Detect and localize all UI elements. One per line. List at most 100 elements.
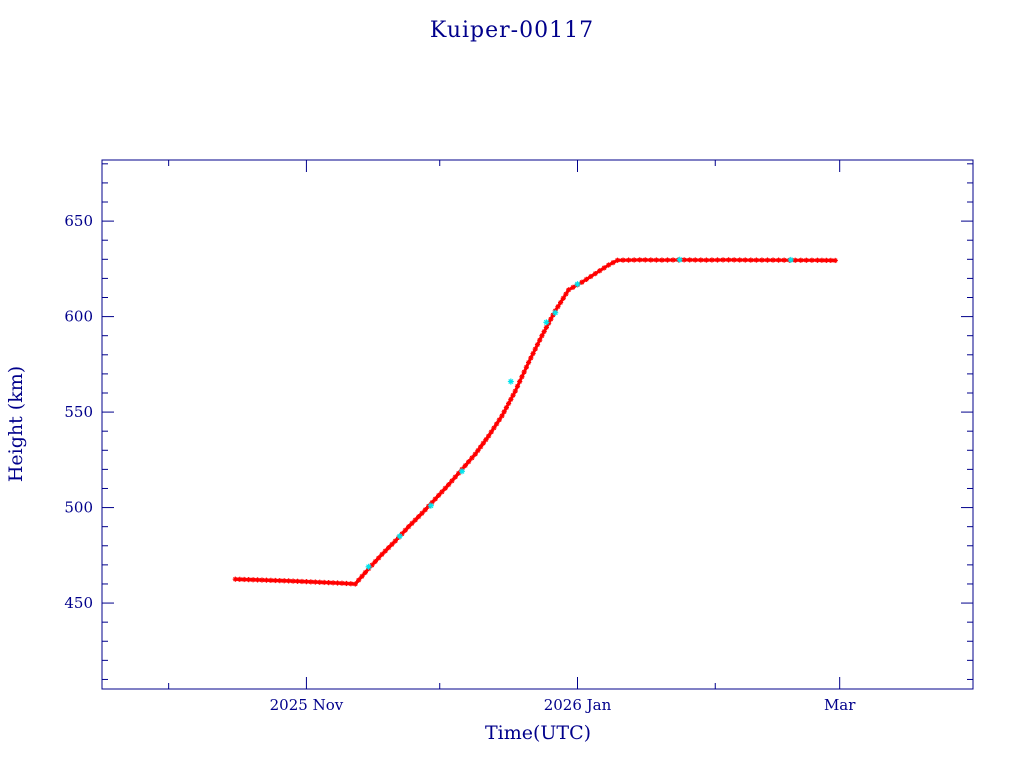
- data-point: [534, 342, 541, 348]
- data-point: [416, 514, 422, 520]
- data-point: [775, 257, 782, 263]
- x-tick-labels: 2025 Nov 2026 Jan Mar: [270, 696, 857, 714]
- data-point: [237, 576, 243, 582]
- data-point: [478, 444, 484, 450]
- data-point: [648, 257, 654, 263]
- data-point: [541, 328, 547, 335]
- data-point: [737, 257, 743, 263]
- data-point: [491, 425, 497, 431]
- data-point: [579, 279, 585, 285]
- data-point: [501, 409, 507, 415]
- series-primary: [232, 257, 838, 587]
- data-point: [601, 265, 607, 271]
- data-point: [503, 405, 509, 411]
- series-secondary: [365, 256, 794, 570]
- data-point: [263, 577, 270, 583]
- data-point: [281, 578, 287, 584]
- data-point: [299, 578, 305, 585]
- data-point: [560, 295, 566, 301]
- data-point: [592, 271, 598, 277]
- data-point: [409, 520, 415, 526]
- data-point: [469, 455, 475, 461]
- data-point: [446, 482, 452, 488]
- data-point: [552, 309, 559, 316]
- data-point: [343, 580, 350, 587]
- data-point: [392, 538, 398, 544]
- data-point: [517, 378, 523, 385]
- data-point: [637, 257, 643, 263]
- y-tick-label: 450: [64, 594, 93, 612]
- data-point: [512, 388, 518, 394]
- data-point: [412, 517, 418, 523]
- data-point: [250, 577, 256, 583]
- data-point: [725, 257, 732, 263]
- data-point: [588, 273, 594, 280]
- data-point: [614, 257, 621, 263]
- data-point: [449, 478, 455, 484]
- data-point: [703, 257, 709, 263]
- data-point: [819, 257, 825, 263]
- chart-title: Kuiper-00117: [430, 18, 594, 43]
- data-point: [232, 576, 238, 582]
- data-point: [803, 257, 809, 263]
- data-point: [442, 485, 448, 491]
- data-point: [356, 577, 362, 583]
- data-point: [419, 510, 425, 516]
- y-tick-labels: 450 500 550 600 650: [64, 212, 93, 612]
- data-point: [359, 573, 365, 579]
- y-tick-label: 600: [64, 308, 93, 326]
- data-point: [499, 413, 505, 419]
- data-point: [422, 507, 428, 513]
- data-point: [436, 492, 442, 498]
- data-point: [539, 333, 545, 339]
- data-point: [506, 400, 512, 407]
- data-point: [563, 291, 569, 297]
- data-point: [312, 579, 318, 585]
- data-point: [521, 369, 527, 375]
- data-point: [687, 257, 693, 263]
- data-point: [543, 319, 550, 326]
- data-point: [290, 578, 296, 584]
- data-point: [472, 451, 478, 457]
- data-point: [427, 502, 434, 509]
- data-point: [406, 524, 412, 530]
- data-point: [259, 577, 265, 583]
- data-point: [583, 276, 589, 282]
- data-series: [232, 256, 838, 587]
- data-point: [365, 563, 372, 570]
- x-tick-label: 2026 Jan: [544, 696, 612, 714]
- data-point: [664, 257, 671, 263]
- data-point: [308, 579, 314, 585]
- data-point: [753, 257, 759, 263]
- data-point: [809, 257, 815, 263]
- data-point: [480, 440, 486, 446]
- data-point: [334, 580, 341, 586]
- data-point: [574, 281, 581, 288]
- data-point: [828, 257, 834, 264]
- y-axis-label: Height (km): [5, 366, 27, 482]
- data-point: [642, 257, 648, 263]
- data-point: [731, 257, 737, 263]
- data-point: [692, 257, 698, 263]
- data-point: [241, 576, 247, 583]
- data-point: [286, 578, 292, 584]
- data-point: [508, 396, 514, 402]
- data-point: [402, 527, 408, 533]
- data-point: [507, 378, 514, 385]
- data-point: [382, 548, 388, 554]
- data-point: [277, 578, 283, 584]
- data-point: [570, 284, 576, 290]
- data-point: [452, 474, 458, 480]
- data-point: [528, 355, 534, 361]
- data-point: [764, 257, 771, 263]
- data-point: [386, 545, 392, 551]
- data-point: [566, 287, 572, 293]
- data-point: [466, 459, 472, 465]
- data-point: [714, 257, 721, 263]
- data-point: [597, 268, 603, 274]
- data-point: [709, 257, 715, 263]
- data-point: [787, 256, 794, 263]
- axis-ticks: [102, 160, 973, 689]
- data-point: [486, 433, 492, 439]
